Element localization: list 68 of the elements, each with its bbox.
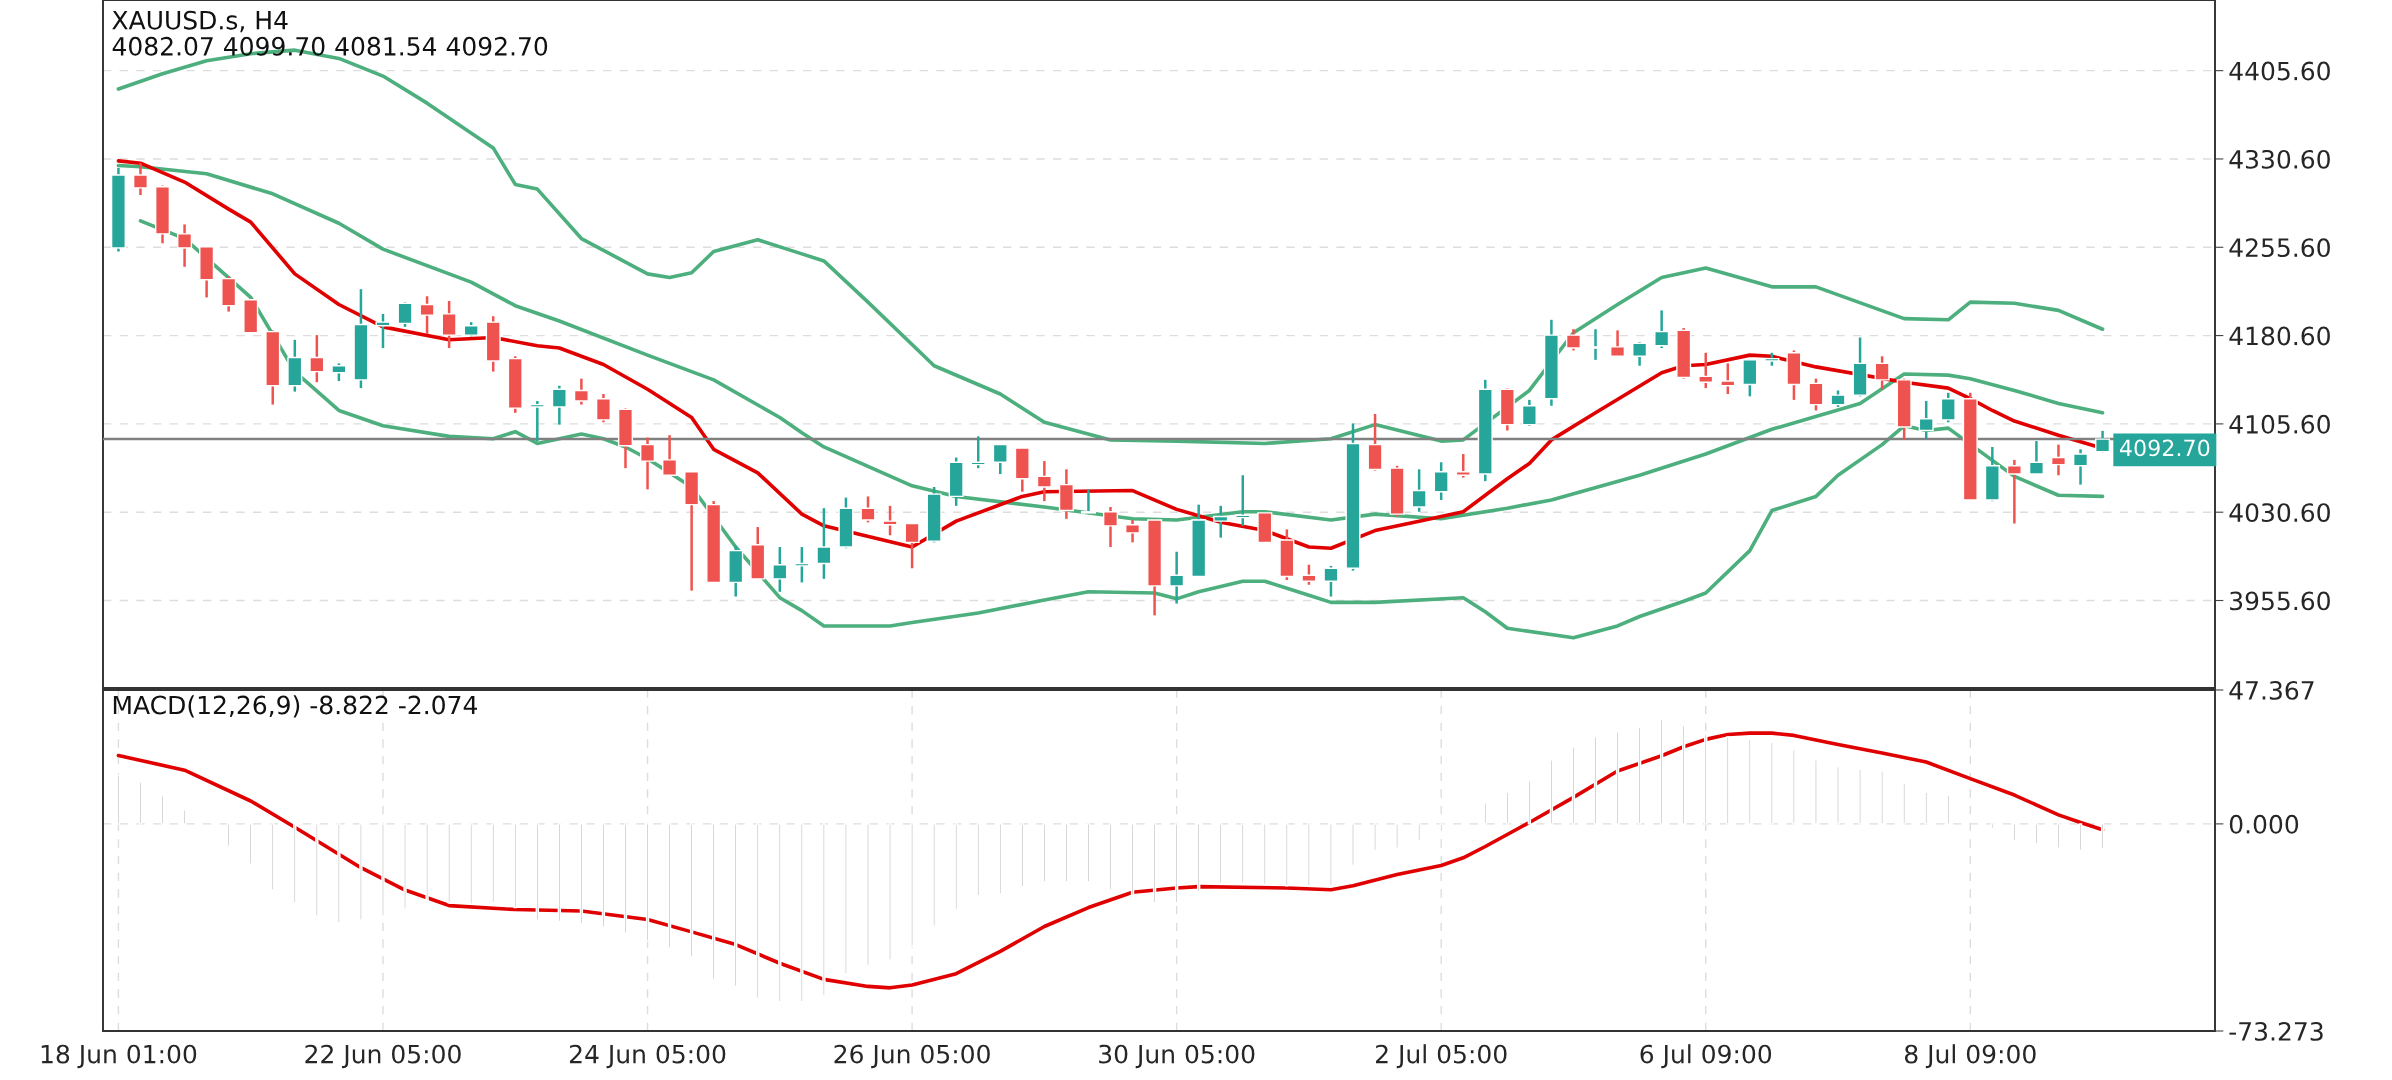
candlestick (1521, 398, 1537, 428)
candlestick (441, 299, 457, 350)
candlestick (860, 495, 876, 524)
x-tick-label: 22 Jun 05:00 (305, 1044, 461, 1069)
x-tick-label: 30 Jun 05:00 (1099, 1044, 1255, 1069)
x-tick-label: 26 Jun 05:00 (834, 1044, 990, 1069)
candlestick (1632, 340, 1648, 367)
candlestick (1102, 505, 1119, 549)
y-tick-label: 47.367 (2229, 680, 2314, 700)
candlestick (1455, 452, 1471, 479)
candlestick (2028, 439, 2044, 476)
candlestick (640, 436, 656, 491)
candlestick (992, 443, 1008, 476)
x-tick-label: 2 Jul 05:00 (1376, 1044, 1507, 1069)
candlestick (1125, 518, 1141, 544)
x-tick-label: 6 Jul 09:00 (1640, 1044, 1772, 1069)
candlestick (1213, 504, 1229, 539)
candlestick (1654, 309, 1670, 350)
candlestick (573, 377, 589, 406)
candlestick (375, 312, 391, 350)
candlestick (1169, 550, 1185, 605)
candlestick (816, 506, 832, 581)
candlestick (1411, 468, 1427, 513)
candlestick (1940, 391, 1956, 424)
candlestick (177, 223, 193, 269)
chart-title: XAUUSD.s, H4 (112, 10, 288, 33)
candlestick (2006, 458, 2022, 525)
y-tick-label: 4330.60 (2229, 149, 2330, 169)
y-tick-label: 4405.60 (2229, 61, 2330, 81)
candlestick (1433, 461, 1449, 502)
candlestick (1301, 563, 1317, 586)
candlestick (551, 384, 567, 426)
candlestick (1918, 399, 1934, 440)
candlestick (772, 545, 788, 594)
y-tick-label: 0.000 (2229, 814, 2299, 834)
candlestick (882, 504, 898, 537)
x-tick-label: 8 Jul 09:00 (1904, 1044, 2036, 1069)
candlestick (2050, 443, 2067, 477)
candlestick (662, 433, 678, 477)
candlestick (1808, 377, 1824, 412)
y-tick-label: 4180.60 (2229, 326, 2330, 346)
ref-line-label: 4092.70 (2119, 439, 2210, 457)
y-tick-label: -73.273 (2229, 1021, 2323, 1041)
candlestick (1036, 459, 1052, 503)
candlestick (1080, 488, 1096, 516)
candlestick (309, 333, 325, 384)
y-tick-label: 3955.60 (2230, 591, 2330, 611)
candlestick (419, 295, 435, 336)
candlestick (529, 399, 545, 443)
candlestick (1610, 329, 1626, 358)
candlestick (397, 300, 413, 329)
candlestick (794, 545, 810, 584)
candlestick (1565, 327, 1581, 352)
candlestick (1323, 564, 1339, 598)
x-tick-label: 24 Jun 05:00 (569, 1044, 726, 1069)
candlestick (132, 161, 149, 197)
x-tick-label: 18 Jun 01:00 (41, 1044, 197, 1069)
chart-title: MACD(12,26,9) -8.822 -2.074 (113, 695, 477, 718)
candlestick (1720, 362, 1736, 396)
candlestick (1698, 351, 1714, 390)
candlestick (595, 392, 611, 424)
text: 4082.07 4099.70 4081.54 4092.70 (112, 36, 548, 56)
candlestick (904, 522, 920, 570)
candlestick (2072, 448, 2089, 486)
candlestick (1874, 355, 1890, 391)
y-tick-label: 4105.60 (2229, 414, 2330, 434)
y-tick-label: 4030.60 (2229, 503, 2330, 523)
y-tick-label: 4255.60 (2229, 238, 2330, 258)
